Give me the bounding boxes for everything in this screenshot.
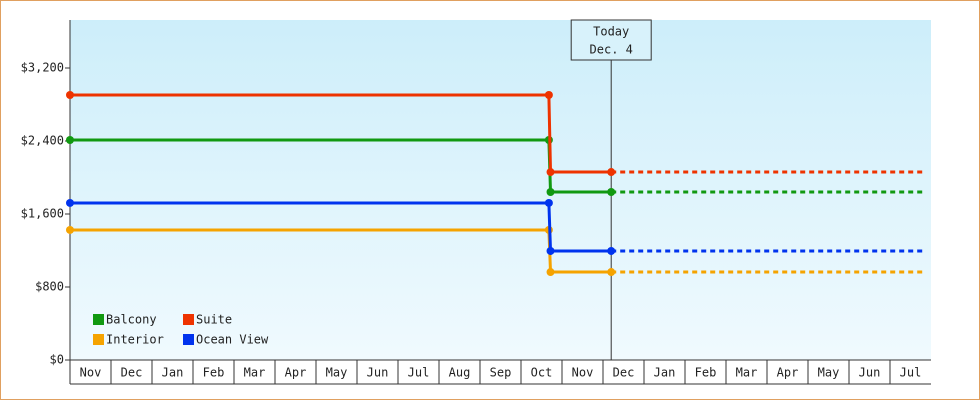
point	[66, 198, 74, 207]
x-tick-label: Oct	[531, 366, 553, 380]
x-tick-label: Jun	[367, 366, 389, 380]
point	[546, 188, 555, 197]
point	[66, 135, 74, 144]
x-tick-label: May	[326, 366, 348, 380]
point	[607, 268, 616, 277]
point	[607, 188, 616, 197]
x-tick-label: Feb	[203, 366, 225, 380]
legend-swatch	[93, 334, 104, 345]
x-tick-label: Sep	[490, 366, 512, 380]
legend-swatch	[183, 314, 194, 325]
point	[546, 268, 555, 277]
legend-label: Interior	[106, 333, 164, 347]
today-label: Today	[593, 25, 629, 39]
x-tick-label: Jun	[859, 366, 881, 380]
x-tick-label: Dec	[613, 366, 635, 380]
point	[607, 246, 616, 255]
x-tick-label: Nov	[80, 366, 102, 380]
series-line	[70, 201, 612, 253]
legend-label: Balcony	[106, 313, 157, 327]
point	[544, 91, 553, 100]
legend-label: Ocean View	[196, 333, 269, 347]
legend-swatch	[93, 314, 104, 325]
point	[607, 168, 616, 177]
point	[544, 198, 553, 207]
x-tick-label: Apr	[777, 366, 799, 380]
point	[66, 91, 74, 100]
today-label: Dec. 4	[590, 43, 633, 57]
x-tick-label: Jan	[654, 366, 676, 380]
y-tick-label: $2,400	[21, 133, 64, 147]
point	[546, 246, 555, 255]
y-tick-label: $1,600	[21, 206, 64, 220]
y-tick-label: $800	[35, 279, 64, 293]
x-tick-label: Mar	[736, 366, 758, 380]
legend-swatch	[183, 334, 194, 345]
x-tick-label: Apr	[285, 366, 307, 380]
x-tick-label: May	[818, 366, 840, 380]
x-tick-label: Mar	[244, 366, 266, 380]
point	[546, 168, 555, 177]
x-tick-label: Dec	[121, 366, 143, 380]
today-box	[570, 19, 652, 61]
legend-label: Suite	[196, 313, 232, 327]
series-line	[70, 93, 612, 174]
point	[66, 225, 74, 234]
x-tick-label: Aug	[449, 366, 471, 380]
x-tick-label: Jan	[162, 366, 184, 380]
y-tick-label: $0	[50, 353, 64, 367]
x-tick-label: Jul	[900, 366, 922, 380]
x-tick-label: Nov	[572, 366, 594, 380]
x-tick-label: Feb	[695, 366, 717, 380]
y-tick-label: $3,200	[21, 60, 64, 74]
x-tick-label: Jul	[408, 366, 430, 380]
plot-area	[70, 20, 931, 360]
